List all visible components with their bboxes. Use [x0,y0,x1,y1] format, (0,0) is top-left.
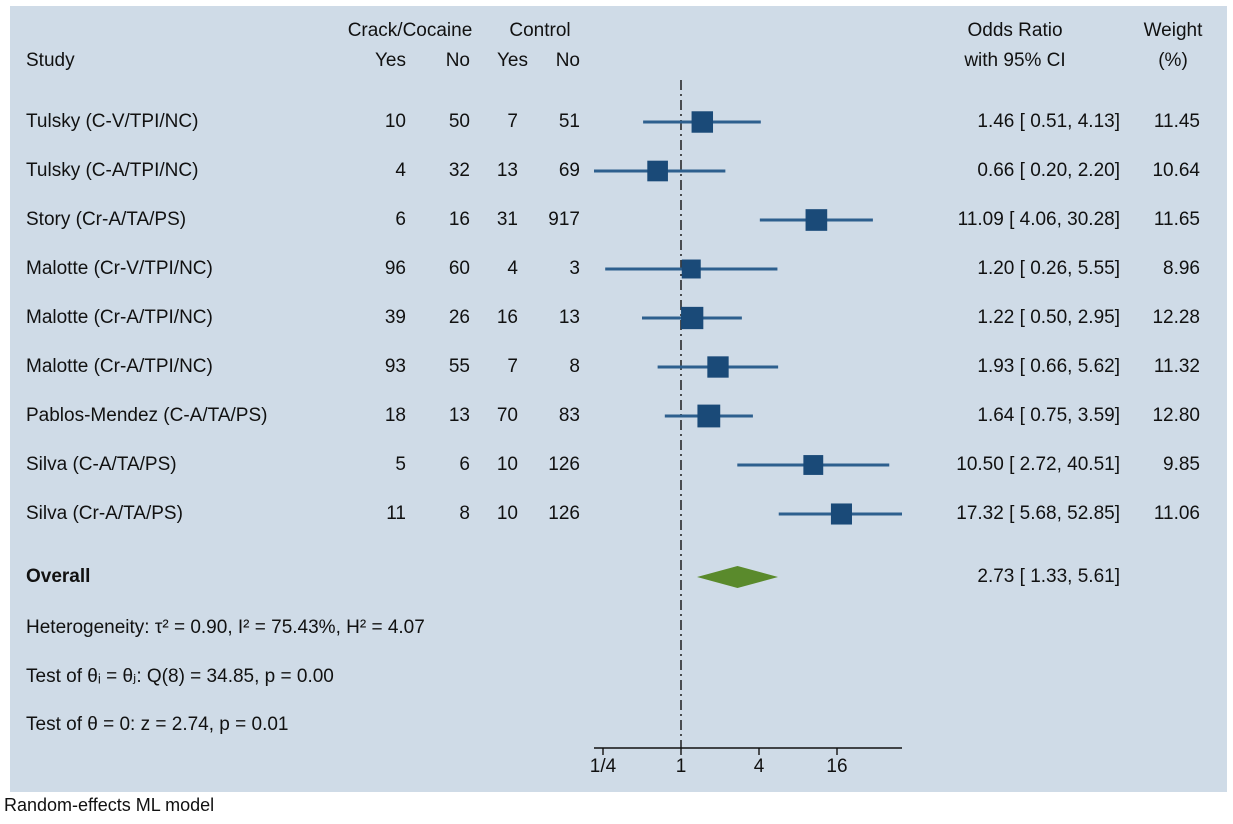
overall-diamond [697,566,779,588]
study-name: Tulsky (C-V/TPI/NC) [26,111,199,132]
weight-cell: 9.85 [1163,454,1200,475]
ct-yes-cell: 4 [507,258,518,279]
x-axis-tick-label: 1/4 [590,756,617,777]
cc-no-cell: 26 [448,307,470,328]
study-marker [681,259,701,279]
weight-cell: 10.64 [1152,160,1200,181]
ct-yes-cell: 7 [507,111,518,132]
study-name: Silva (Cr-A/TA/PS) [26,503,183,524]
test-zero-text: Test of θ = 0: z = 2.74, p = 0.01 [26,714,289,735]
ct-yes-cell: 16 [496,307,518,328]
or-ci-text: 17.32 [ 5.68, 52.85] [956,503,1120,524]
study-name: Malotte (Cr-A/TPI/NC) [26,307,213,328]
weight-cell: 12.28 [1152,307,1200,328]
weight-cell: 11.32 [1153,356,1200,377]
weight-cell: 11.65 [1153,209,1200,230]
x-axis-tick-label: 4 [754,756,765,777]
overall-label: Overall [26,566,91,587]
ct-yes-cell: 13 [496,160,518,181]
ct-no-cell: 3 [569,258,580,279]
cc-yes-cell: 96 [384,258,406,279]
cc-no-cell: 16 [448,209,470,230]
header-cc-yes: Yes [375,50,406,71]
or-ci-text: 1.64 [ 0.75, 3.59] [977,405,1120,426]
ct-yes-cell: 10 [496,454,518,475]
or-ci-text: 1.22 [ 0.50, 2.95] [977,307,1120,328]
ct-yes-cell: 70 [496,405,518,426]
study-marker [691,111,714,133]
header-ct-no: No [555,50,580,71]
ct-no-cell: 126 [548,454,580,475]
x-axis-tick-label: 1 [676,756,687,777]
cc-no-cell: 13 [448,405,470,426]
weight-cell: 11.45 [1153,111,1200,132]
or-ci-text: 1.46 [ 0.51, 4.13] [977,111,1120,132]
or-ci-text: 1.20 [ 0.26, 5.55] [977,258,1120,279]
study-marker [697,404,721,428]
cc-no-cell: 50 [448,111,470,132]
ct-no-cell: 8 [569,356,580,377]
ct-no-cell: 13 [558,307,580,328]
heterogeneity-text: Heterogeneity: τ² = 0.90, I² = 75.43%, H… [26,617,425,638]
study-marker [803,455,824,475]
cc-no-cell: 55 [448,356,470,377]
study-marker [681,306,704,330]
cc-no-cell: 60 [448,258,470,279]
study-name: Story (Cr-A/TA/PS) [26,209,187,230]
ct-no-cell: 83 [558,405,580,426]
study-marker [647,160,668,182]
cc-yes-cell: 93 [384,356,406,377]
study-marker [830,503,852,525]
study-name: Malotte (Cr-V/TPI/NC) [26,258,213,279]
study-name: Silva (C-A/TA/PS) [26,454,177,475]
study-name: Tulsky (C-A/TPI/NC) [26,160,199,181]
header-study: Study [26,50,75,71]
header-weight-line2: (%) [1158,50,1188,71]
cc-yes-cell: 4 [395,160,406,181]
cc-yes-cell: 5 [395,454,406,475]
ct-no-cell: 51 [558,111,580,132]
header-or-line2: with 95% CI [964,50,1066,71]
cc-yes-cell: 18 [384,405,406,426]
or-ci-text: 0.66 [ 0.20, 2.20] [977,160,1120,181]
header-weight-line1: Weight [1143,20,1203,41]
study-marker [707,356,729,378]
overall-ci-text: 2.73 [ 1.33, 5.61] [977,566,1120,587]
ct-yes-cell: 31 [496,209,518,230]
header-ct-yes: Yes [497,50,528,71]
header-cc-no: No [445,50,470,71]
cc-yes-cell: 39 [384,307,406,328]
cc-yes-cell: 6 [395,209,406,230]
weight-cell: 12.80 [1152,405,1200,426]
cc-no-cell: 6 [459,454,470,475]
plot-panel [10,6,1227,792]
ct-yes-cell: 7 [507,356,518,377]
study-name: Malotte (Cr-A/TPI/NC) [26,356,213,377]
ct-no-cell: 917 [548,209,580,230]
study-name: Pablos-Mendez (C-A/TA/PS) [26,405,268,426]
ct-no-cell: 69 [558,160,580,181]
x-axis-tick-label: 16 [826,756,847,777]
footnote: Random-effects ML model [4,795,215,815]
weight-cell: 11.06 [1153,503,1200,524]
weight-cell: 8.96 [1163,258,1200,279]
or-ci-text: 1.93 [ 0.66, 5.62] [977,356,1120,377]
header-crack-cocaine: Crack/Cocaine [347,20,473,41]
header-control: Control [509,20,571,41]
header-or-line1: Odds Ratio [967,20,1063,41]
cc-yes-cell: 10 [384,111,406,132]
or-ci-text: 11.09 [ 4.06, 30.28] [957,209,1120,230]
test-equal-text: Test of θᵢ = θⱼ: Q(8) = 34.85, p = 0.00 [26,666,334,687]
or-ci-text: 10.50 [ 2.72, 40.51] [956,454,1120,475]
cc-no-cell: 8 [459,503,470,524]
ct-yes-cell: 10 [496,503,518,524]
cc-yes-cell: 11 [386,503,406,524]
ct-no-cell: 126 [548,503,580,524]
study-marker [805,209,828,231]
cc-no-cell: 32 [448,160,470,181]
